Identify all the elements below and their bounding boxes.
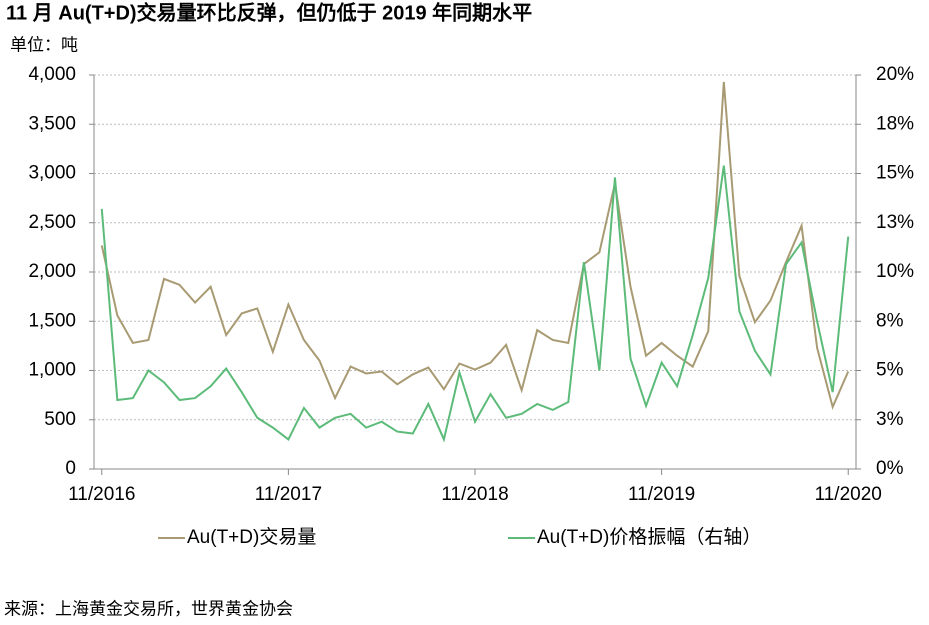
x-tick-label: 11/2018 [441,484,508,505]
source-note: 来源：上海黄金交易所，世界黄金协会 [4,599,293,618]
y-tick-label: 500 [44,409,76,430]
y2-tick-label: 5% [876,360,904,381]
x-tick-label: 11/2019 [628,484,695,505]
y2-tick-label: 20% [876,64,914,85]
y-tick-label: 4,000 [28,64,76,85]
y2-tick-label: 13% [876,212,914,233]
y-axis-label: 单位：吨 [10,35,78,54]
y-tick-label: 0 [65,458,76,479]
y2-tick-label: 3% [876,409,904,430]
y-tick-label: 3,000 [28,163,76,184]
y-tick-label: 1,500 [28,310,76,331]
y-tick-label: 2,500 [28,212,76,233]
x-tick-label: 11/2017 [255,484,322,505]
series-line [100,165,850,443]
y2-tick-label: 15% [876,163,914,184]
y2-tick-label: 8% [876,310,904,331]
y2-tick-label: 10% [876,261,914,282]
y-tick-label: 3,500 [28,113,76,134]
legend-label: Au(T+D)价格振幅（右轴） [537,526,761,548]
x-tick-label: 11/2016 [68,484,135,505]
y-tick-label: 1,000 [28,360,76,381]
y2-tick-label: 0% [876,458,904,479]
y2-tick-label: 18% [876,113,914,134]
x-tick-label: 11/2020 [815,484,882,505]
y-tick-label: 2,000 [28,261,76,282]
series-line [100,81,850,410]
chart-title: 11 月 Au(T+D)交易量环比反弹，但仍低于 2019 年同期水平 [6,0,532,24]
legend-label: Au(T+D)交易量 [187,526,316,548]
